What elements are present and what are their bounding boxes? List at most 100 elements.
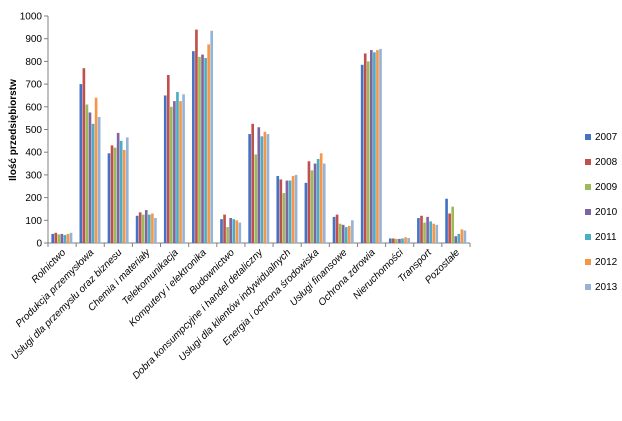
bar-2007-8	[248, 134, 251, 243]
bar-2010-12	[370, 50, 373, 243]
bar-2011-13	[401, 238, 404, 243]
legend-label-2013: 2013	[595, 282, 618, 293]
y-tick-label: 400	[25, 148, 42, 159]
bar-2007-11	[332, 216, 336, 243]
bar-2009-7	[226, 227, 229, 243]
bar-2011-12	[373, 52, 376, 243]
bar-2007-3	[107, 153, 111, 243]
y-tick-label: 900	[25, 34, 42, 45]
bar-2013-5	[182, 94, 185, 243]
bar-2010-9	[285, 180, 289, 243]
legend-swatch-2012	[585, 259, 591, 265]
bar-2008-5	[166, 75, 170, 244]
bar-2013-3	[125, 137, 129, 243]
bar-2008-2	[82, 68, 86, 244]
bar-2010-3	[116, 132, 120, 243]
bar-2010-5	[173, 101, 176, 244]
bar-2009-1	[57, 234, 61, 243]
bar-2007-4	[135, 215, 139, 243]
bar-2011-11	[344, 227, 348, 243]
bar-2008-12	[363, 53, 367, 244]
bar-2007-2	[79, 84, 83, 243]
bar-2008-14	[420, 215, 423, 243]
bar-2008-4	[138, 212, 142, 243]
bar-2007-7	[220, 219, 223, 243]
bar-2008-13	[392, 238, 395, 243]
bar-2013-15	[463, 230, 467, 243]
bar-2007-1	[51, 233, 55, 243]
bar-2007-9	[276, 176, 280, 243]
y-tick-label: 500	[25, 125, 42, 136]
bar-2013-14	[435, 224, 439, 243]
bar-2011-7	[232, 219, 236, 243]
y-tick-label: 300	[25, 170, 42, 181]
bar-2013-8	[266, 134, 270, 243]
bar-2007-10	[304, 182, 308, 243]
legend-label-2011: 2011	[595, 232, 617, 243]
bar-2012-14	[432, 223, 436, 243]
bar-2012-6	[207, 44, 210, 244]
bar-2009-10	[310, 170, 314, 243]
y-tick-label: 800	[25, 57, 42, 68]
bar-2013-4	[154, 218, 157, 243]
bar-2010-11	[341, 224, 345, 243]
bar-2007-6	[192, 51, 195, 243]
bar-2013-13	[407, 238, 410, 243]
legend: 2007 2008 2009 2010 2011 2012 2013	[585, 132, 618, 293]
bar-2010-15	[454, 236, 458, 243]
bar-2007-13	[388, 238, 392, 243]
bar-2009-3	[113, 147, 117, 243]
bar-2009-12	[366, 61, 370, 244]
bar-2013-12	[379, 48, 382, 243]
legend-label-2010: 2010	[595, 207, 618, 218]
bar-2009-5	[170, 106, 173, 243]
legend-swatch-2011	[585, 234, 591, 240]
bar-2012-1	[66, 233, 70, 243]
bar-2008-3	[110, 145, 114, 243]
bar-2008-9	[279, 179, 283, 243]
legend-swatch-2007	[585, 134, 591, 140]
x-category-label: Usługi dla przemysłu oraz biznesu	[9, 247, 124, 362]
bar-2013-9	[294, 174, 298, 243]
bar-2012-2	[94, 97, 98, 243]
legend-label-2007: 2007	[595, 132, 618, 143]
bar-2012-15	[460, 229, 464, 243]
bar-2012-13	[404, 237, 407, 243]
bar-2007-5	[163, 95, 167, 243]
bar-2012-10	[319, 153, 323, 243]
bar-2012-12	[376, 50, 379, 243]
bar-2012-11	[347, 225, 351, 243]
bar-2011-8	[260, 136, 264, 243]
bar-2008-8	[251, 123, 255, 243]
bar-2008-1	[54, 232, 58, 243]
bar-2008-7	[223, 214, 226, 244]
bar-2008-6	[195, 29, 198, 244]
legend-label-2012: 2012	[595, 257, 618, 268]
bar-2009-6	[198, 56, 201, 243]
legend-swatch-2008	[585, 159, 591, 165]
bar-2009-13	[395, 238, 398, 243]
y-tick-label: 700	[25, 80, 42, 91]
bar-2013-10	[322, 163, 326, 243]
y-tick-label: 100	[25, 216, 42, 227]
bar-2011-3	[119, 140, 123, 243]
bar-2010-14	[426, 216, 429, 243]
bar-2009-9	[282, 193, 286, 243]
bar-2011-4	[147, 214, 151, 244]
bar-2013-2	[97, 117, 101, 243]
bar-2013-1	[69, 232, 73, 243]
bar-2009-11	[338, 223, 342, 243]
y-tick-label: 1000	[20, 12, 43, 23]
bar-2010-7	[229, 218, 232, 243]
bar-2013-11	[351, 220, 354, 243]
bar-2011-2	[91, 123, 95, 243]
bar-2012-9	[291, 176, 295, 243]
bar-2007-15	[445, 198, 448, 243]
bar-2009-8	[254, 154, 258, 243]
bar-2007-12	[360, 64, 364, 243]
bar-2010-1	[60, 233, 64, 243]
bar-2010-8	[257, 127, 261, 243]
bar-2008-11	[335, 214, 339, 244]
